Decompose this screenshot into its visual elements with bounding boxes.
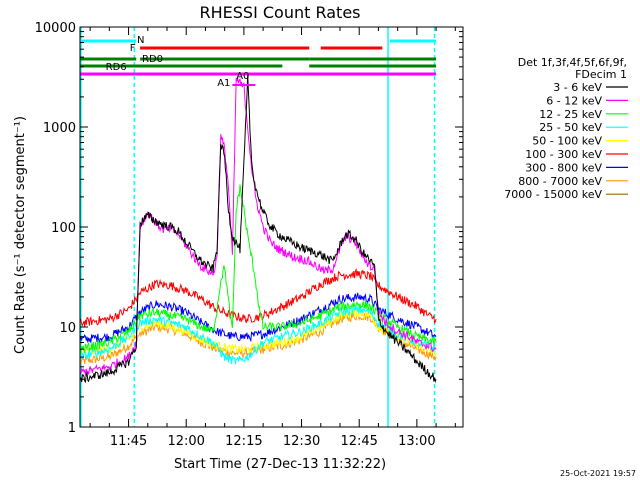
legend-label-25-50-kev: 25 - 50 keV	[539, 121, 602, 134]
series-line-3-6-kev	[79, 74, 437, 384]
state-label-rd6: RD6	[106, 62, 127, 73]
y-tick-label: 100	[51, 221, 76, 236]
series-line-25-50-kev	[79, 305, 437, 365]
legend-header-line-1: Det 1f,3f,4f,5f,6f,9f,	[518, 56, 627, 69]
y-tick-label: 1000	[43, 121, 76, 136]
legend-label-3-6-kev: 3 - 6 keV	[553, 81, 602, 94]
series-line-300-800-kev	[79, 292, 437, 344]
x-axis-label: Start Time (27-Dec-13 11:32:22)	[174, 457, 386, 472]
state-label-rd0: RD0	[142, 54, 163, 65]
y-axis-label: Count Rate (s⁻¹ detector segment⁻¹)	[13, 116, 28, 354]
x-tick-label: 12:15	[225, 434, 262, 449]
y-tick-label: 10	[59, 321, 76, 336]
x-tick-label: 11:45	[110, 434, 147, 449]
legend-label-50-100-kev: 50 - 100 keV	[532, 135, 602, 148]
state-label-a0: A0	[236, 71, 249, 82]
state-label-n: N	[137, 35, 144, 46]
chart-title: RHESSI Count Rates	[200, 3, 361, 22]
legend: Det 1f,3f,4f,5f,6f,9f,FDecim 13 - 6 keV6…	[504, 56, 628, 201]
y-tick-label: 10000	[35, 21, 76, 36]
legend-label-100-300-kev: 100 - 300 keV	[525, 148, 602, 161]
footer-timestamp: 25-Oct-2021 19:57	[560, 469, 636, 478]
y-axis: 1 10 100 1000 10000	[35, 21, 463, 436]
legend-header-line-2: FDecim 1	[575, 68, 627, 81]
x-tick-label: 12:30	[283, 434, 320, 449]
legend-label-12-25-kev: 12 - 25 keV	[539, 108, 602, 121]
legend-label-6-12-kev: 6 - 12 keV	[546, 94, 602, 107]
y-tick-label: 1	[68, 421, 76, 436]
legend-label-800-7000-kev: 800 - 7000 keV	[518, 175, 602, 188]
x-axis: 11:45 12:00 12:15 12:30 12:45 13:00	[89, 27, 456, 449]
plot-area: NF RD0 RD6 A1 A0	[79, 27, 437, 427]
legend-label-300-800-kev: 300 - 800 keV	[525, 161, 602, 174]
series-line-100-300-kev	[79, 267, 437, 327]
state-label-a1: A1	[217, 78, 230, 89]
x-tick-label: 13:00	[398, 434, 435, 449]
legend-label-7000-15000-kev: 7000 - 15000 keV	[504, 188, 602, 201]
x-tick-label: 12:00	[167, 434, 204, 449]
x-tick-label: 12:45	[340, 434, 377, 449]
state-label-f: F	[130, 43, 136, 54]
series-line-12-25-kev	[79, 184, 437, 354]
